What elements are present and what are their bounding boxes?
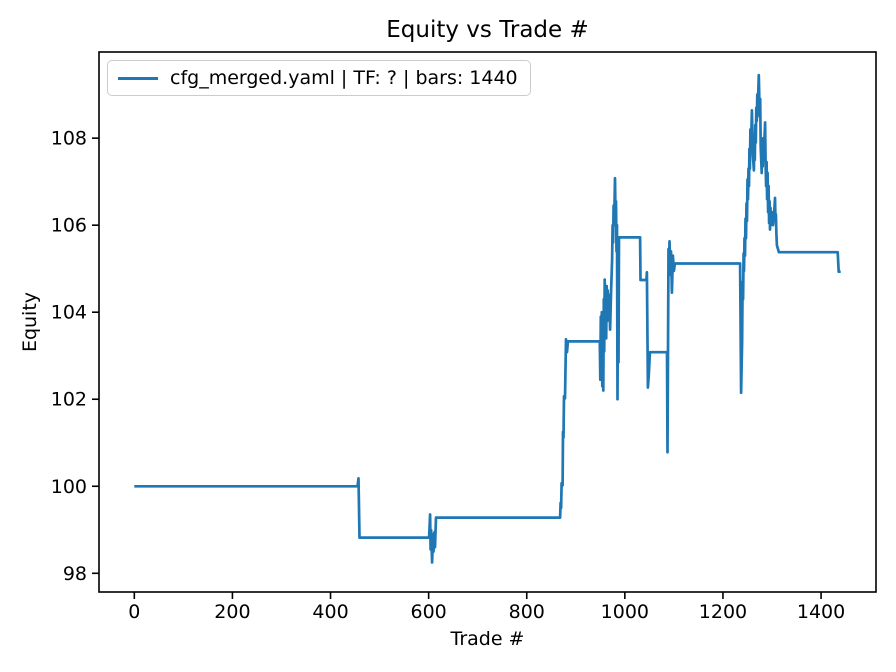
y-tick-label: 104: [51, 302, 87, 324]
x-tick-label: 1200: [699, 601, 747, 623]
x-tick-label: 1000: [601, 601, 649, 623]
x-tick-label: 200: [214, 601, 250, 623]
x-tick-label: 800: [509, 601, 545, 623]
x-tick-label: 600: [411, 601, 447, 623]
y-tick-label: 106: [51, 215, 87, 237]
legend-series-label: cfg_merged.yaml | TF: ? | bars: 1440: [170, 67, 518, 89]
plot-frame: [98, 51, 877, 593]
x-tick-label: 400: [312, 601, 348, 623]
y-tick-label: 100: [51, 476, 87, 498]
y-axis-label: Equity: [19, 291, 41, 353]
x-tick-label: 0: [128, 601, 140, 623]
legend: cfg_merged.yaml | TF: ? | bars: 1440: [107, 60, 531, 96]
legend-line-sample-icon: [118, 76, 158, 80]
equity-line: [134, 73, 841, 564]
x-axis-label: Trade #: [450, 628, 525, 650]
x-tick-label: 1400: [797, 601, 845, 623]
y-tick-label: 108: [51, 128, 87, 150]
y-tick-label: 98: [63, 563, 87, 585]
y-tick-label: 102: [51, 389, 87, 411]
chart-title: Equity vs Trade #: [386, 17, 589, 43]
